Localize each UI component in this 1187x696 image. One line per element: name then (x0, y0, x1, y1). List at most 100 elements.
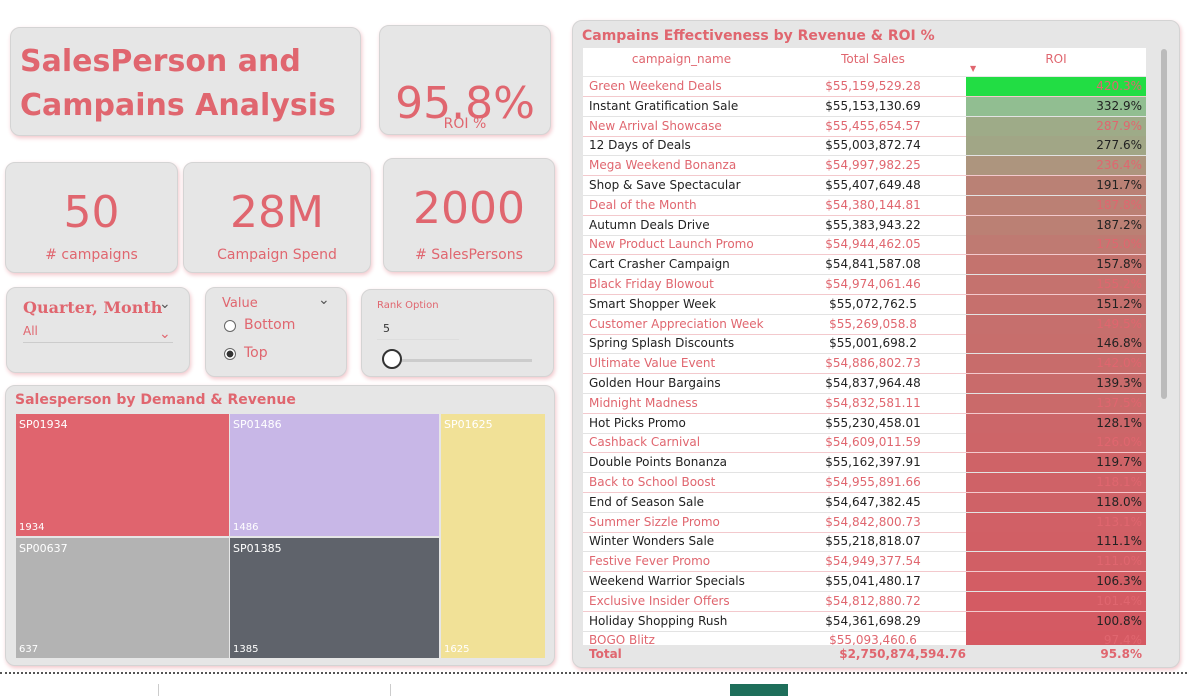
roi-cell: 97.4% (966, 631, 1146, 645)
radio-dot[interactable] (224, 348, 236, 360)
radio-label: Bottom (244, 317, 296, 333)
table-cell: Shop & Save Spectacular (589, 178, 741, 192)
kpi-label: ROI % (443, 116, 487, 132)
roi-cell: 287.9% (966, 116, 1146, 136)
table-total: Total $2,750,874,594.76 95.8% (583, 645, 1146, 665)
table-cell: $55,041,480.17 (825, 574, 921, 588)
row-line (583, 353, 1146, 355)
row-line (583, 630, 1146, 632)
kpi-card: 95.8% ROI % (379, 25, 551, 135)
roi-cell: 157.8% (966, 255, 1146, 275)
table-cell: Smart Shopper Week (589, 296, 716, 311)
table-card: Campains Effectiveness by Revenue & ROI … (572, 20, 1180, 668)
table-cell: $55,218,818.07 (825, 534, 921, 549)
table-cell: Cashback Carnival (589, 435, 701, 450)
row-line (583, 313, 1146, 315)
roi-cell: 175.0% (966, 235, 1146, 255)
table-body: Green Weekend Deals $55,159,529.28 420.3% I… (583, 77, 1146, 645)
table-header: campaign_name Total Sales ROI ▼ (583, 48, 1146, 76)
table-cell: Winter Wonders Sale (589, 534, 715, 549)
row-line (583, 511, 1146, 513)
table-cell: Midnight Madness (589, 395, 698, 410)
kpi-value: 2000 (413, 183, 525, 234)
roi-cell: 128.1% (966, 413, 1146, 433)
table-cell: Cart Crasher Campaign (589, 257, 730, 272)
roi-cell: 111.0% (966, 552, 1146, 572)
table-cell: Deal of the Month (589, 197, 697, 212)
row-line (583, 234, 1146, 236)
row-line (583, 492, 1146, 493)
row-line (583, 551, 1146, 553)
table-cell: $54,997,982.25 (825, 158, 921, 173)
kpi-label: # campaigns (45, 247, 138, 263)
table-cell: Spring Splash Discounts (589, 336, 735, 351)
slicer-title: Value (222, 296, 258, 311)
title-card: SalesPerson and Campains Analysis (10, 27, 361, 136)
rank-input[interactable]: 5 (377, 318, 459, 340)
table-cell: $54,832,581.11 (825, 395, 921, 410)
table-cell: $55,407,649.48 (825, 178, 921, 192)
roi-cell: 420.3% (966, 77, 1146, 96)
table-cell: $54,380,144.81 (825, 197, 921, 212)
chevron: ⌄ (159, 326, 171, 342)
table-cell: $54,949,377.54 (825, 554, 921, 569)
roi-cell: 142.0% (966, 354, 1146, 374)
period-slicer[interactable]: Quarter, Month ⌄ All ⌄ (6, 287, 190, 373)
treemap-cell[interactable]: SP01625 1625 (441, 414, 545, 658)
row-line (583, 96, 1146, 97)
treemap-cell[interactable]: SP01934 1934 (16, 414, 229, 536)
treemap-cell[interactable]: SP00637 637 (16, 538, 229, 658)
roi-cell: 126.0% (966, 433, 1146, 453)
roi-cell: 113.1% (966, 512, 1146, 532)
column-header: Total Sales (841, 52, 905, 66)
row-line (583, 610, 1146, 612)
row-line (583, 472, 1146, 474)
table-cell: $55,003,872.74 (825, 138, 921, 153)
cell-value: 1934 (19, 522, 45, 533)
table-cell: Mega Weekend Bonanza (589, 158, 737, 173)
rank-slicer[interactable]: Rank Option 5 (361, 289, 554, 377)
table-cell: Ultimate Value Event (589, 356, 716, 371)
table-cell: $55,162,397.91 (825, 455, 921, 470)
table-cell: $54,842,800.73 (825, 514, 921, 529)
slicer-title: Rank Option (377, 300, 439, 311)
radio-dot[interactable] (224, 320, 236, 332)
table-cell: New Arrival Showcase (589, 118, 722, 133)
cell-value: 1385 (233, 644, 259, 655)
row-line (583, 195, 1146, 196)
scrollbar[interactable] (1161, 49, 1167, 399)
title: SalesPerson and Campains Analysis (20, 40, 336, 128)
table-cell: BOGO Blitz (589, 633, 655, 645)
tab-sep (390, 684, 391, 696)
table-cell: $54,886,802.73 (825, 356, 921, 371)
treemap-cell[interactable]: SP01385 1385 (230, 538, 439, 658)
kpi-card: 50 # campaigns (5, 162, 178, 273)
table-cell: Double Points Bonanza (589, 455, 727, 470)
kpi-value: 95.8% (395, 78, 535, 129)
roi-cell: 187.8% (966, 195, 1146, 215)
table-cell: 12 Days of Deals (589, 138, 691, 153)
table-cell: Customer Appreciation Week (589, 316, 764, 331)
table-cell: $54,361,698.29 (825, 613, 921, 628)
table-cell: Black Friday Blowout (589, 277, 714, 291)
slider-thumb[interactable] (382, 349, 402, 369)
row-line (583, 115, 1146, 117)
kpi-card: 28M Campaign Spend (183, 162, 371, 273)
table-cell: $55,153,130.69 (825, 98, 921, 113)
tab-active[interactable] (730, 684, 788, 696)
treemap-card: Salesperson by Demand & Revenue SP01934 1… (5, 385, 555, 666)
roi-cell: 118.1% (966, 473, 1146, 492)
table-cell: $54,837,964.48 (825, 376, 921, 390)
slicer-selection[interactable]: All (23, 324, 173, 343)
table-cell: $54,647,382.45 (825, 494, 921, 509)
kpi-value: 28M (230, 187, 324, 238)
cell-name: SP01934 (19, 418, 68, 431)
table-cell: $54,974,061.46 (825, 277, 921, 291)
value-slicer[interactable]: Value ⌄ Bottom Top (205, 287, 347, 377)
roi-cell: 100.8% (966, 611, 1146, 631)
treemap-cell[interactable]: SP01486 1486 (230, 414, 439, 536)
cell-value: 1486 (233, 522, 259, 533)
sort-arrow: ▼ (970, 64, 977, 73)
total-cell: Total (589, 647, 622, 661)
